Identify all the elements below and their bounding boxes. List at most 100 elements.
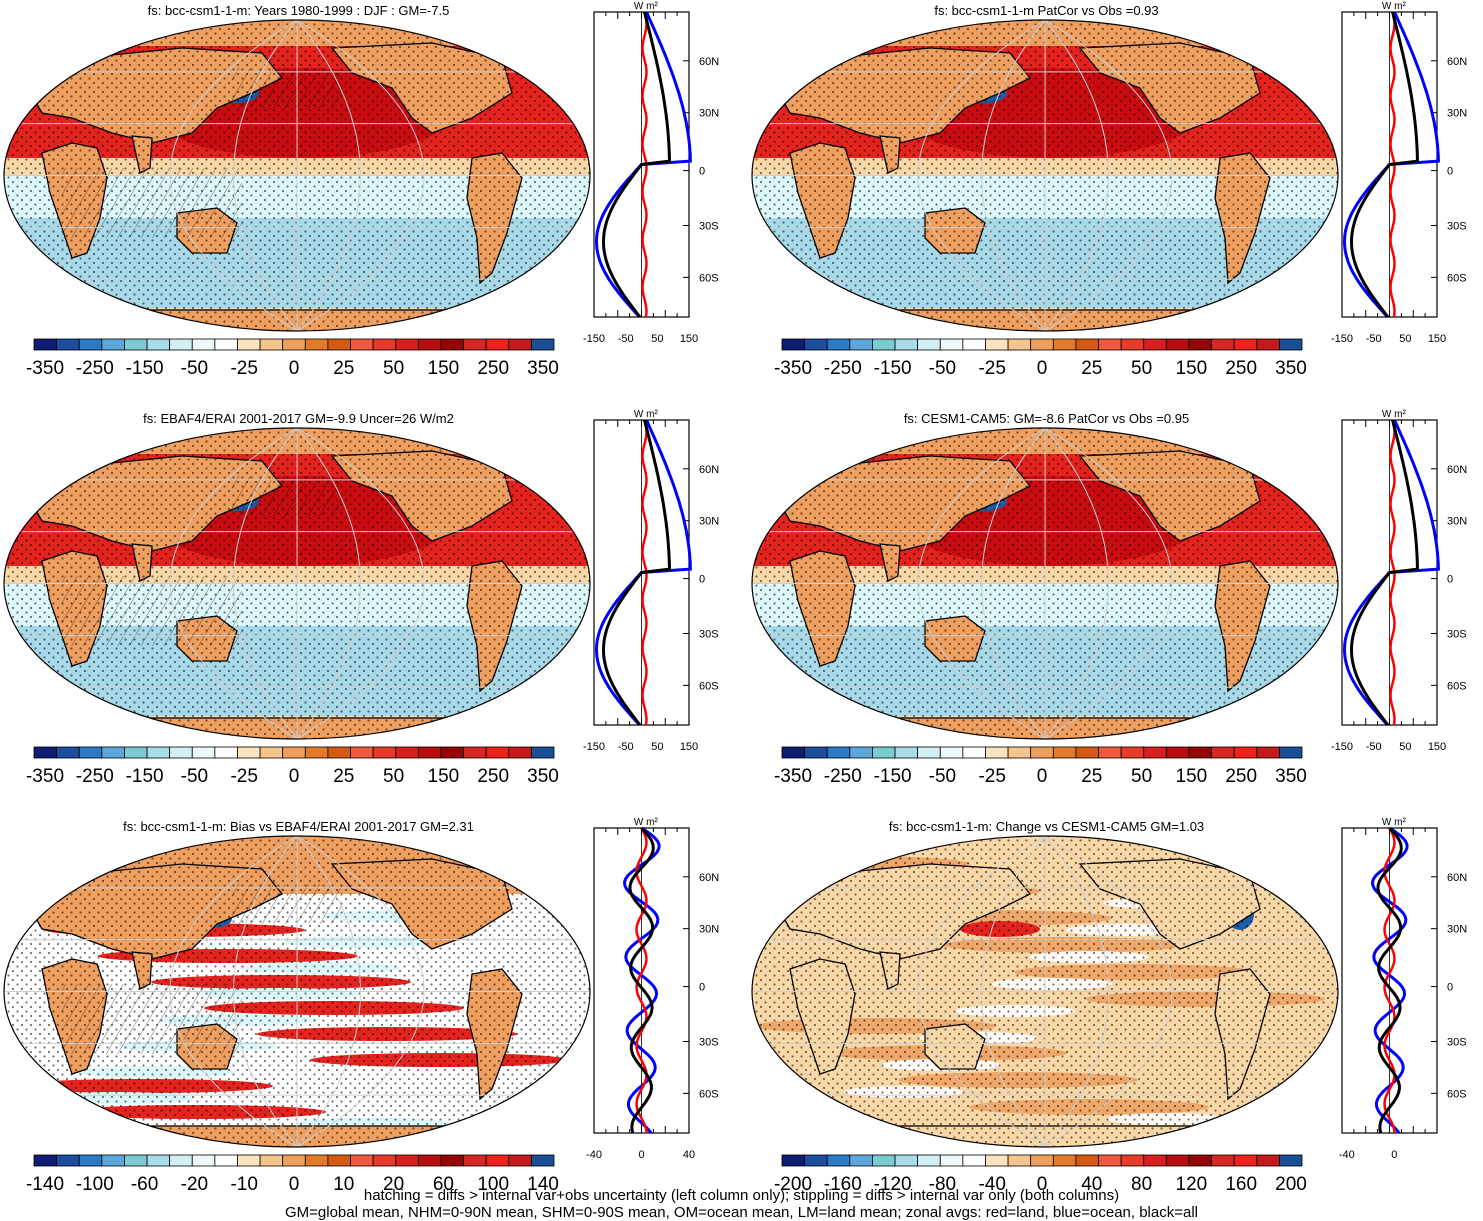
graticule [752, 836, 1338, 1147]
colorbar-tick-label: -250 [76, 358, 114, 379]
panel-top-left: fs: bcc-csm1-1-m: Years 1980-1999 : DJF … [0, 0, 735, 400]
colorbar-swatch [237, 1154, 261, 1167]
colorbar-swatch [1007, 1154, 1032, 1167]
colorbar-swatch [1233, 1154, 1258, 1167]
colorbar-swatch [1188, 746, 1212, 759]
colorbar-swatch [1143, 338, 1167, 351]
latitude-label: 0 [1447, 166, 1453, 178]
latitude-label: 60S [699, 680, 719, 692]
panel-title: fs: EBAF4/ERAI 2001-2017 GM=-9.9 Uncer=2… [143, 411, 454, 426]
zonal-average-plot: 60N 30N 0 30S 60S W m² -150 -50 50 150 [583, 1, 719, 345]
colorbar-swatch [327, 338, 351, 351]
colorbar-swatch [917, 338, 941, 351]
zonal-tick-label: -50 [618, 741, 634, 753]
colorbar-swatch [1211, 338, 1235, 351]
latitude-label: 0 [699, 982, 705, 994]
zonal-tick-label: 50 [651, 333, 663, 345]
continent-outline [1249, 27, 1296, 64]
colorbar-swatch [985, 338, 1009, 351]
colorbar-swatch [304, 1154, 329, 1167]
latitude-label: 60S [699, 272, 719, 284]
colorbar-swatch [214, 746, 238, 759]
colorbar-swatch [804, 338, 828, 351]
colorbar-tick-label: 50 [383, 766, 404, 787]
zonal-tick-label: -50 [618, 333, 634, 345]
colorbar-swatch [372, 1154, 397, 1167]
colorbar-swatch [259, 338, 284, 351]
colorbar-tick-label: 350 [1275, 358, 1307, 379]
map [3, 835, 591, 1148]
continent-outline [1249, 435, 1296, 472]
continent-outline [501, 27, 548, 64]
colorbar-tick-label: 250 [1225, 358, 1257, 379]
colorbar-tick-label: 150 [428, 358, 460, 379]
colorbar-tick-label: -100 [76, 1174, 114, 1195]
colorbar-swatch [56, 746, 80, 759]
zonal-land-line [1383, 827, 1396, 1134]
latitude-label: 0 [1447, 574, 1453, 586]
colorbar-swatch [327, 746, 351, 759]
colorbar-swatch [214, 338, 238, 351]
colorbar-swatch [1165, 338, 1190, 351]
colorbar-tick-label: -200 [774, 1174, 812, 1195]
colorbar-swatch [894, 746, 919, 759]
map-border [3, 835, 591, 1148]
zonal-units: W m² [1382, 1, 1407, 12]
colorbar-swatch [417, 1154, 442, 1167]
colorbar-swatch [1098, 338, 1122, 351]
zonal-average-plot: 60N 30N 0 30S 60S W m² -150 -50 50 150 [583, 409, 719, 753]
colorbar-tick-label: 25 [1081, 358, 1102, 379]
map [751, 427, 1339, 740]
colorbar-swatch [1030, 1154, 1054, 1167]
colorbar-swatch [939, 1154, 964, 1167]
colorbar-swatch [146, 1154, 171, 1167]
colorbar-swatch [304, 746, 329, 759]
continent-outline [501, 435, 548, 472]
zonal-land-line [635, 827, 648, 1134]
colorbar-swatch [169, 1154, 193, 1167]
zonal-average-plot: 60N 30N 0 30S 60S W m² -40 0 40 [586, 817, 719, 1161]
colorbar-swatch [350, 746, 374, 759]
colorbar-tick-label: 0 [289, 358, 300, 379]
colorbar-tick-label: 200 [1275, 1174, 1307, 1195]
map-border [3, 427, 591, 740]
colorbar: -140 -100 -60 -20 -10 0 10 20 60 100 140 [26, 1154, 559, 1195]
colorbar-swatch [124, 1154, 148, 1167]
latitude-label: 30N [699, 924, 719, 936]
colorbar-swatch [485, 1154, 510, 1167]
colorbar-swatch [1098, 1154, 1122, 1167]
hatching [232, 476, 342, 516]
colorbar-swatch [985, 1154, 1009, 1167]
colorbar-swatch [1098, 746, 1122, 759]
colorbar-tick-label: 25 [1081, 766, 1102, 787]
zonal-tick-label: 150 [680, 333, 698, 345]
latitude-label: 30N [699, 108, 719, 120]
map-border [3, 19, 591, 332]
colorbar-tick-label: -50 [181, 358, 208, 379]
latitude-label: 30S [699, 1037, 719, 1049]
zonal-average-plot: 60N 30N 0 30S 60S W m² -150 -50 50 150 [1331, 1, 1467, 345]
colorbar-swatch [282, 1154, 306, 1167]
colorbar-swatch [1030, 746, 1054, 759]
colorbar-tick-label: 350 [527, 766, 559, 787]
colorbar-tick-label: -10 [230, 1174, 257, 1195]
colorbar-tick-label: -25 [978, 358, 1005, 379]
caption-line-2: GM=global mean, NHM=0-90N mean, SHM=0-90… [284, 1204, 1198, 1221]
colorbar-tick-label: 50 [1131, 766, 1152, 787]
latitude-label: 30N [1447, 108, 1467, 120]
colorbar-tick-label: 120 [1176, 1174, 1208, 1195]
colorbar-swatch [417, 746, 442, 759]
colorbar-swatch [146, 338, 171, 351]
colorbar-swatch [530, 338, 555, 351]
colorbar-tick-label: -50 [929, 358, 956, 379]
colorbar-tick-label: 0 [289, 1174, 300, 1195]
graticule [4, 20, 590, 331]
zonal-tick-label: 50 [651, 741, 663, 753]
colorbar-swatch [1030, 338, 1054, 351]
colorbar: -350 -250 -150 -50 -25 0 25 50 150 250 350 [774, 746, 1307, 787]
latitude-label: 60S [1447, 272, 1467, 284]
continent-outline [501, 843, 548, 880]
colorbar-swatch [1211, 1154, 1235, 1167]
panel-title: fs: bcc-csm1-1-m: Change vs CESM1-CAM5 G… [888, 819, 1205, 834]
colorbar-tick-label: 150 [1176, 358, 1208, 379]
